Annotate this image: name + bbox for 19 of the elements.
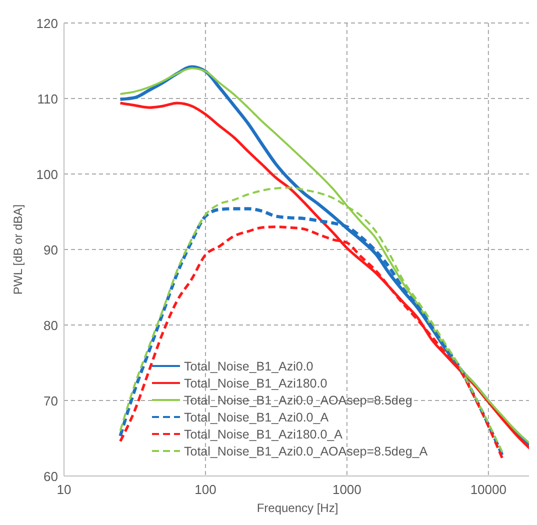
x-tick-label: 10	[56, 482, 72, 497]
legend-label: Total_Noise_B1_Azi0.0_AOAsep=8.5deg	[184, 394, 412, 408]
y-tick-label: 100	[36, 167, 58, 182]
legend-label: Total_Noise_B1_Azi0.0_AOAsep=8.5deg_A	[184, 444, 428, 458]
y-tick-label: 110	[37, 92, 58, 106]
y-tick-label: 80	[44, 318, 58, 333]
x-axis-title: Frequency [Hz]	[256, 501, 338, 515]
x-tick-label: 1000	[332, 482, 362, 497]
legend-label: Total_Noise_B1_Azi0.0	[184, 360, 314, 374]
x-tick-label: 10000	[470, 482, 506, 497]
y-tick-label: 70	[44, 394, 58, 408]
x-tick-label: 100	[194, 482, 216, 497]
legend-label: Total_Noise_B1_Azi180.0_A	[184, 428, 344, 442]
y-tick-label: 60	[44, 469, 58, 484]
y-tick-label: 120	[36, 16, 58, 31]
legend-label: Total_Noise_B1_Azi0.0_A	[184, 410, 330, 424]
y-tick-label: 90	[44, 242, 58, 258]
legend-label: Total_Noise_B1_Azi180.0	[184, 376, 328, 390]
y-axis-title: PWL [dB or dBA]	[11, 204, 25, 295]
